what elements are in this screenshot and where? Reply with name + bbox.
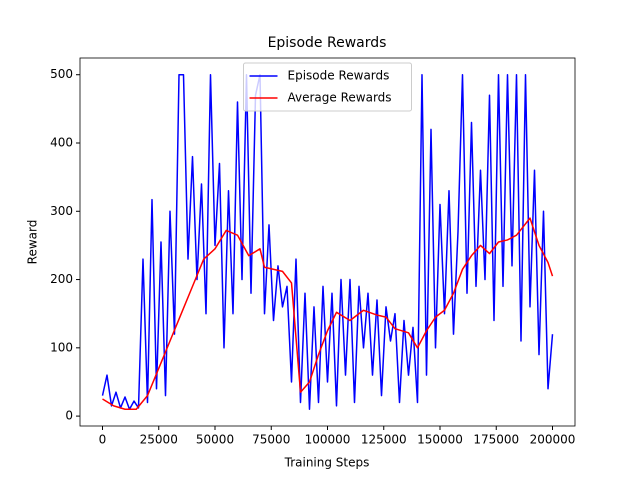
x-axis-label: Training Steps xyxy=(284,456,370,470)
y-tick-label: 200 xyxy=(50,272,73,286)
x-tick-label: 175000 xyxy=(473,433,519,447)
legend-label: Average Rewards xyxy=(288,91,392,105)
y-tick-label: 100 xyxy=(50,340,73,354)
axes-frame xyxy=(79,57,576,427)
y-axis-label: Reward xyxy=(26,220,40,265)
x-tick-label: 75000 xyxy=(252,433,290,447)
y-tick-label: 0 xyxy=(65,409,73,423)
y-tick-label: 300 xyxy=(50,204,73,218)
y-tick-label: 400 xyxy=(50,136,73,150)
x-tick-label: 125000 xyxy=(361,433,407,447)
legend-label: Episode Rewards xyxy=(288,69,390,83)
x-tick-label: 100000 xyxy=(305,433,351,447)
series-line xyxy=(101,73,554,411)
x-tick-label: 25000 xyxy=(140,433,178,447)
series-line xyxy=(102,217,554,411)
y-tick-label: 500 xyxy=(50,67,73,81)
x-tick-label: 0 xyxy=(99,433,107,447)
legend-box xyxy=(243,62,412,112)
x-tick-label: 200000 xyxy=(530,433,576,447)
x-tick-label: 50000 xyxy=(196,433,234,447)
chart-title: Episode Rewards xyxy=(268,35,387,51)
x-tick-label: 150000 xyxy=(417,433,463,447)
